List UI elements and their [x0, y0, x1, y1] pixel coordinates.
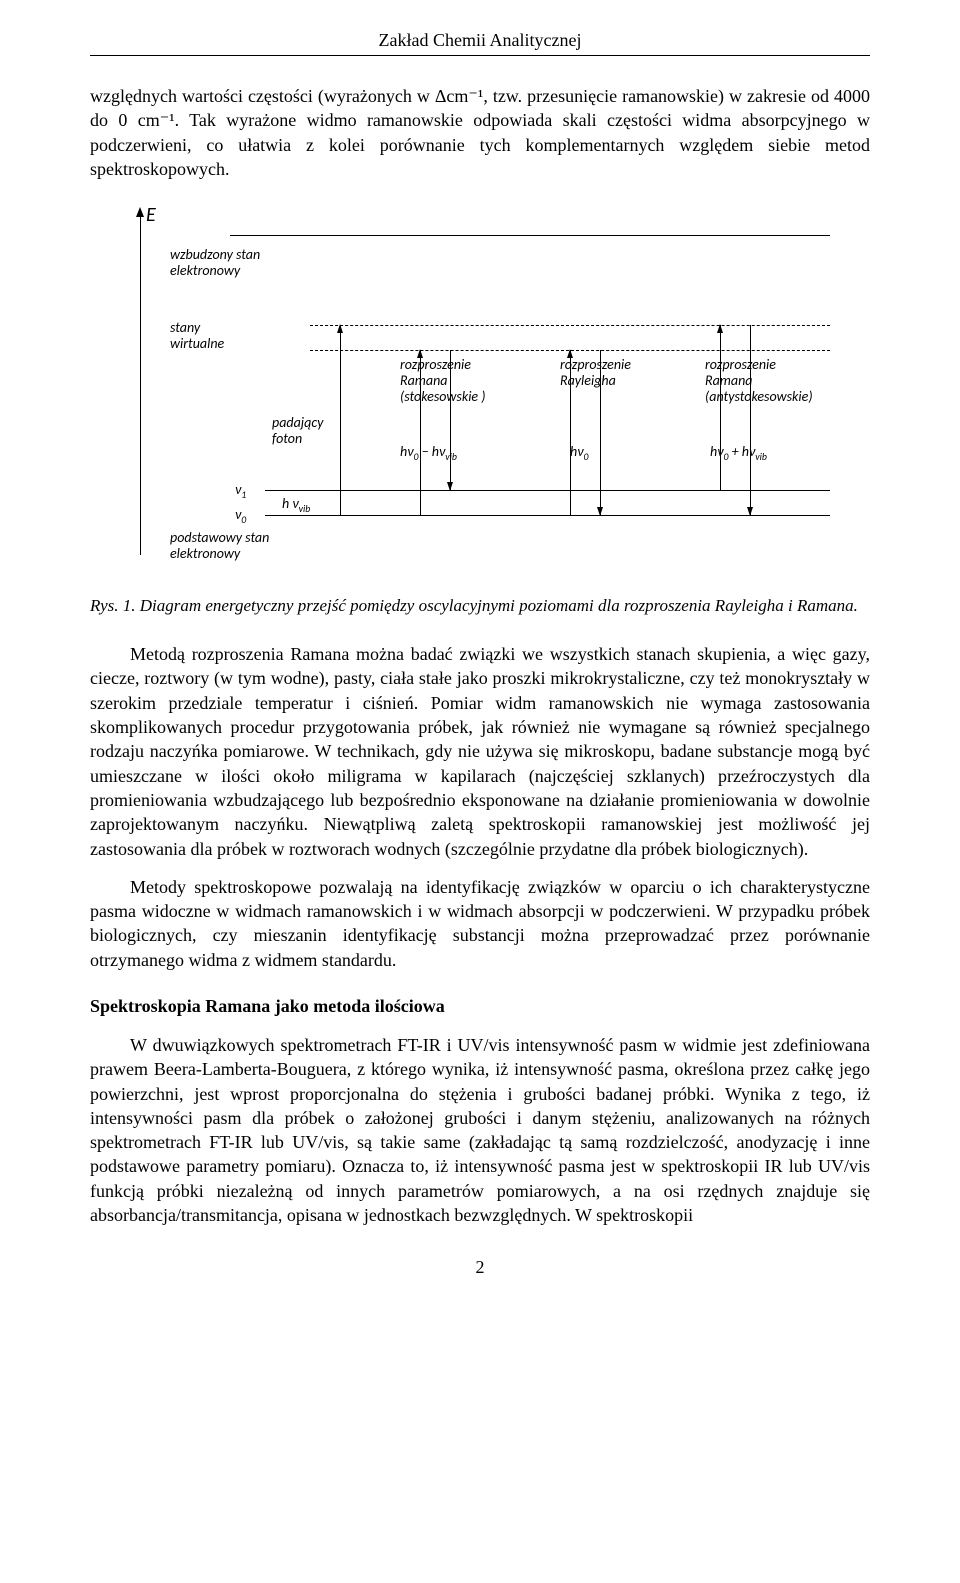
stokes-title: rozproszenie Ramana (stokesowskie )	[400, 357, 486, 405]
page-header: Zakład Chemii Analitycznej	[90, 30, 870, 56]
page-number: 2	[90, 1257, 870, 1278]
stokes-formula: hν0 − hνvib	[400, 443, 457, 463]
body-text: względnych wartości częstości (wyrażonyc…	[90, 84, 870, 181]
y-axis	[140, 215, 141, 555]
paragraph-3: Metody spektroskopowe pozwalają na ident…	[90, 875, 870, 972]
ground-state-label: podstawowy stan elektronowy	[170, 530, 269, 562]
nu0-label: ν0	[235, 506, 246, 526]
antistokes-up-arrow	[720, 325, 721, 490]
vib-level-nu0	[265, 515, 830, 516]
paragraph-4: W dwuwiązkowych spektrometrach FT-IR i U…	[90, 1033, 870, 1227]
excited-state-line	[230, 235, 830, 236]
energy-diagram: E wzbudzony stan elektronowy stany wirtu…	[110, 195, 850, 585]
paragraph-1: względnych wartości częstości (wyrażonyc…	[90, 84, 870, 181]
incident-arrow	[340, 325, 341, 515]
virtual-states-label: stany wirtualne	[170, 320, 224, 352]
body-text-2: Metodą rozproszenia Ramana można badać z…	[90, 642, 870, 972]
body-text-3: W dwuwiązkowych spektrometrach FT-IR i U…	[90, 1033, 870, 1227]
hvib-label: h νvib	[282, 495, 310, 515]
antistokes-formula: hν0 + hνvib	[710, 443, 767, 463]
rayleigh-formula: hν0	[570, 443, 588, 463]
virtual-line-upper	[310, 325, 830, 326]
nu1-label: ν1	[235, 481, 246, 501]
incident-label: padający foton	[272, 415, 323, 447]
section-heading: Spektroskopia Ramana jako metoda ilościo…	[90, 996, 870, 1017]
figure-caption: Rys. 1. Diagram energetyczny przejść pom…	[90, 595, 870, 618]
axis-label-E: E	[146, 203, 156, 227]
antistokes-title: rozproszenie Ramana (antystokesowskie)	[705, 357, 813, 405]
vib-level-nu1	[265, 490, 830, 491]
antistokes-down-arrow	[750, 325, 751, 515]
excited-state-label: wzbudzony stan elektronowy	[170, 247, 260, 279]
page: Zakład Chemii Analitycznej względnych wa…	[0, 0, 960, 1318]
paragraph-2: Metodą rozproszenia Ramana można badać z…	[90, 642, 870, 861]
rayleigh-title: rozproszenie Rayleigha	[560, 357, 631, 389]
